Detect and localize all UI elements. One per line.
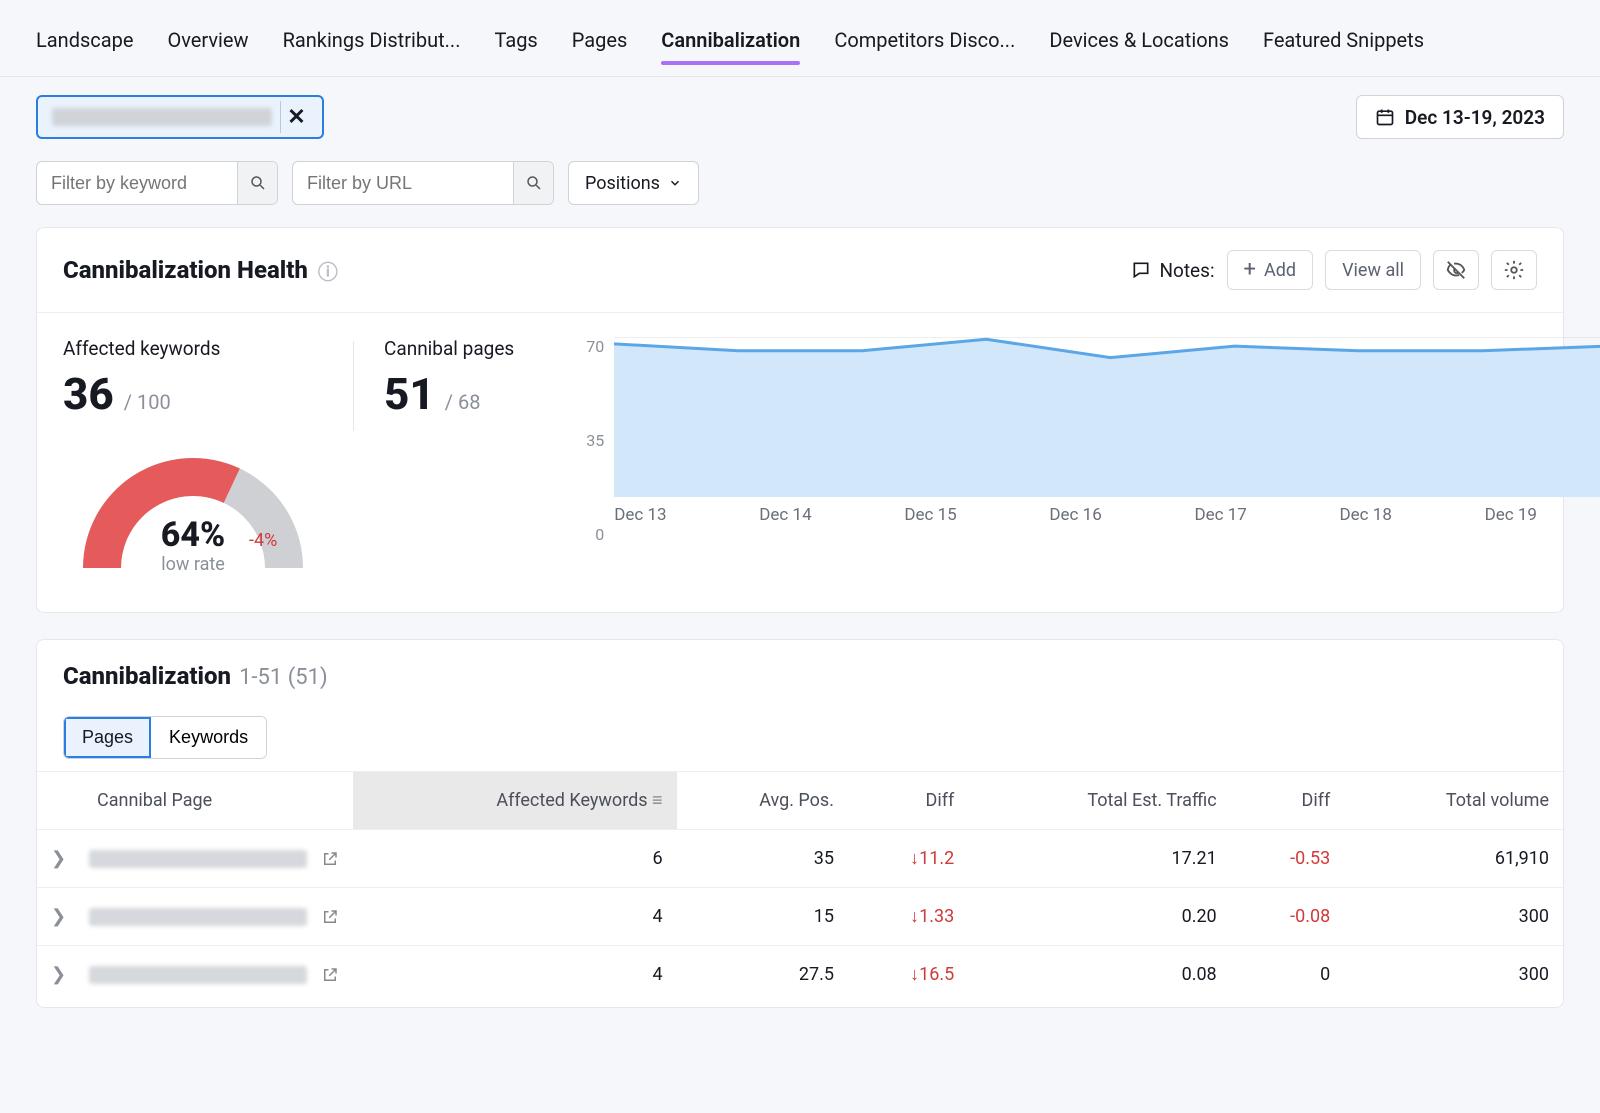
close-icon[interactable]: ✕ xyxy=(280,101,312,133)
search-icon[interactable] xyxy=(513,162,553,204)
table-row[interactable]: ❯ 4 15 1.33 0.20 -0.08 300 xyxy=(37,888,1563,946)
cannibal-label: Cannibal pages xyxy=(384,337,514,360)
cannibal-table: Cannibal PageAffected Keywords ≡Avg. Pos… xyxy=(37,771,1563,1003)
col-avg-pos-[interactable]: Avg. Pos. xyxy=(677,772,848,830)
health-card-header: Cannibalization Health ⓘ Notes: + Add Vi… xyxy=(37,228,1563,313)
hide-button[interactable] xyxy=(1433,250,1479,290)
tab-tags[interactable]: Tags xyxy=(494,28,537,64)
notes-label: Notes: xyxy=(1131,259,1214,282)
gear-icon xyxy=(1503,259,1525,281)
search-icon[interactable] xyxy=(237,162,277,204)
keyword-input[interactable] xyxy=(37,173,237,194)
eye-off-icon xyxy=(1445,259,1467,281)
view-all-button[interactable]: View all xyxy=(1325,250,1421,290)
tab-landscape[interactable]: Landscape xyxy=(36,28,133,64)
chevron-right-icon[interactable]: ❯ xyxy=(51,848,75,869)
gauge: 64% -4% low rate xyxy=(63,438,323,578)
cannibal-pages-stat: Cannibal pages 51 / 68 xyxy=(384,337,514,578)
affected-value: 36 xyxy=(63,368,114,420)
tab-cannibalization[interactable]: Cannibalization xyxy=(661,28,800,64)
positions-select[interactable]: Positions xyxy=(568,161,699,205)
positions-label: Positions xyxy=(585,173,660,194)
segment-pages[interactable]: Pages xyxy=(64,717,151,758)
active-filter-value xyxy=(52,108,272,126)
page-url xyxy=(89,908,307,926)
divider xyxy=(353,341,354,431)
chevron-right-icon[interactable]: ❯ xyxy=(51,906,75,927)
note-icon xyxy=(1131,260,1151,280)
table-row[interactable]: ❯ 4 27.5 16.5 0.08 0 300 xyxy=(37,946,1563,1004)
tab-competitors-disco-[interactable]: Competitors Disco... xyxy=(834,28,1015,64)
add-note-button[interactable]: + Add xyxy=(1227,250,1314,290)
external-link-icon[interactable] xyxy=(321,966,339,984)
table-card: Cannibalization 1-51 (51) PagesKeywords … xyxy=(36,639,1564,1008)
calendar-icon xyxy=(1375,107,1395,127)
health-chart: 70350 Dec 13Dec 14Dec 15Dec 16Dec 17Dec … xyxy=(544,337,1537,578)
col-affected-keywords[interactable]: Affected Keywords ≡ xyxy=(353,772,677,830)
top-tabs: Landscape Overview Rankings Distribut... Ta… xyxy=(0,0,1600,77)
tab-pages[interactable]: Pages xyxy=(572,28,628,64)
chevron-right-icon[interactable]: ❯ xyxy=(51,964,75,985)
info-icon[interactable]: ⓘ xyxy=(318,256,338,285)
date-range-button[interactable]: Dec 13-19, 2023 xyxy=(1356,95,1564,139)
affected-total: / 100 xyxy=(124,390,171,414)
affected-label: Affected keywords xyxy=(63,337,323,360)
url-filter[interactable] xyxy=(292,161,554,205)
svg-text:64%: 64% xyxy=(161,515,225,555)
col-diff[interactable]: Diff xyxy=(1231,772,1345,830)
col-total-est-traffic[interactable]: Total Est. Traffic xyxy=(968,772,1230,830)
table-header: Cannibalization 1-51 (51) xyxy=(37,640,1563,712)
cannibal-value: 51 xyxy=(384,368,435,420)
date-range-label: Dec 13-19, 2023 xyxy=(1405,106,1545,129)
active-filter-chip[interactable]: ✕ xyxy=(36,95,324,139)
cannibal-total: / 68 xyxy=(445,390,481,414)
page-url xyxy=(89,966,307,984)
svg-text:-4%: -4% xyxy=(249,530,277,551)
url-input[interactable] xyxy=(293,173,513,194)
svg-text:low rate: low rate xyxy=(161,554,225,575)
health-title-text: Cannibalization Health xyxy=(63,256,308,284)
col-diff[interactable]: Diff xyxy=(848,772,968,830)
page-url xyxy=(89,850,307,868)
keyword-filter[interactable] xyxy=(36,161,278,205)
tab-devices-locations[interactable]: Devices & Locations xyxy=(1049,28,1229,64)
segment-keywords[interactable]: Keywords xyxy=(151,717,266,758)
settings-button[interactable] xyxy=(1491,250,1537,290)
chevron-down-icon xyxy=(668,176,682,190)
filter-bar-row2: Positions xyxy=(0,161,1600,227)
health-card: Cannibalization Health ⓘ Notes: + Add Vi… xyxy=(36,227,1564,613)
table-range: 1-51 (51) xyxy=(239,665,328,690)
tab-rankings-distribut-[interactable]: Rankings Distribut... xyxy=(283,28,461,64)
affected-keywords-stat: Affected keywords 36 / 100 xyxy=(63,337,323,420)
tab-featured-snippets[interactable]: Featured Snippets xyxy=(1263,28,1424,64)
external-link-icon[interactable] xyxy=(321,850,339,868)
health-title: Cannibalization Health ⓘ xyxy=(63,256,338,285)
external-link-icon[interactable] xyxy=(321,908,339,926)
table-title: Cannibalization xyxy=(63,662,231,690)
col-cannibal-page[interactable]: Cannibal Page xyxy=(37,772,353,830)
table-row[interactable]: ❯ 6 35 11.2 17.21 -0.53 61,910 xyxy=(37,830,1563,888)
tab-overview[interactable]: Overview xyxy=(167,28,248,64)
col-total-volume[interactable]: Total volume xyxy=(1344,772,1563,830)
filter-bar: ✕ Dec 13-19, 2023 xyxy=(0,77,1600,161)
table-segment: PagesKeywords xyxy=(63,716,267,759)
